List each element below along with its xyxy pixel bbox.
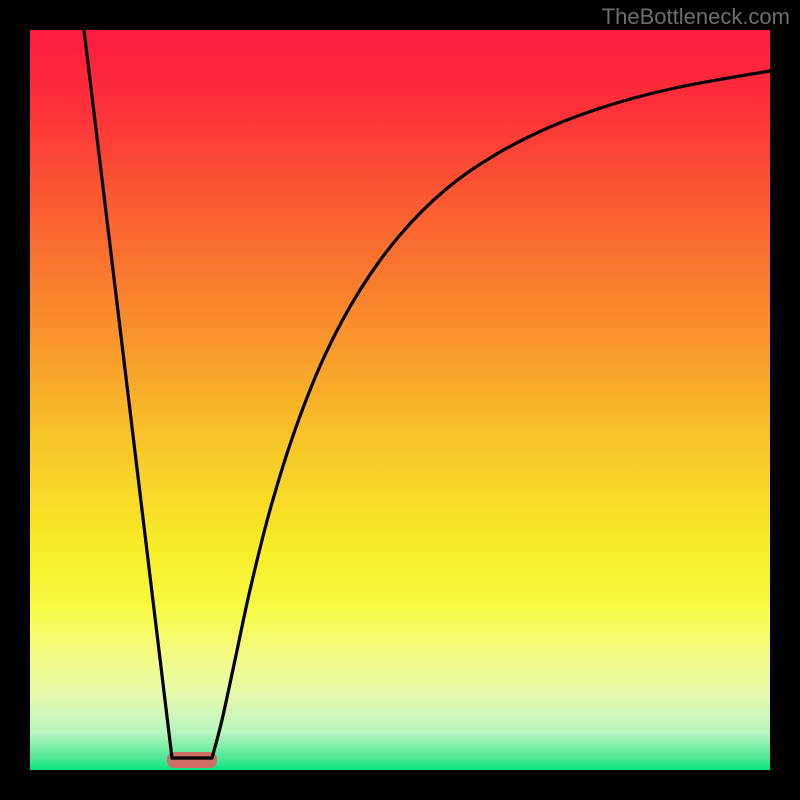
chart-background: [30, 30, 770, 770]
chart-container: TheBottleneck.com: [0, 0, 800, 800]
watermark-text: TheBottleneck.com: [602, 4, 790, 30]
bottleneck-chart: [0, 0, 800, 800]
optimal-marker: [167, 752, 217, 768]
